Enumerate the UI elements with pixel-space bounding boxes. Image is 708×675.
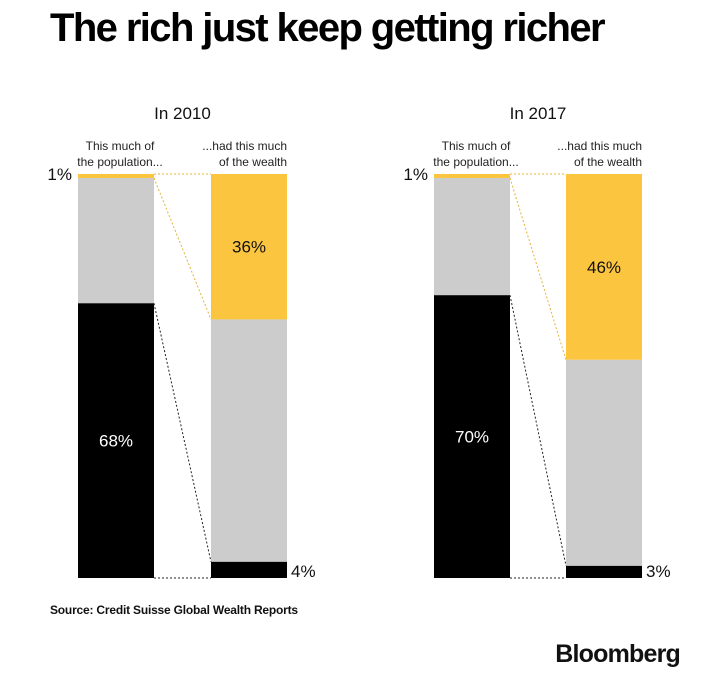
panel-1-population-header-line: This much of — [86, 139, 155, 153]
panel-1-top-population-label: 1% — [47, 165, 72, 184]
panel-1-wealth-top-segment — [211, 174, 287, 320]
panel-1-wealth-header-line: of the wealth — [219, 155, 287, 169]
panel-1-wealth-bottom-segment — [211, 561, 287, 578]
panel-2-population-header-line: the population... — [433, 155, 518, 169]
panel-2-population-middle-segment — [434, 178, 510, 296]
panel-1-population-middle-segment — [78, 178, 154, 304]
wealth-distribution-chart: In 2010 This much of the population... ...h… — [47, 104, 671, 581]
panel-2-population-bottom-segment — [434, 295, 510, 578]
panel-2-wealth-bottom-segment — [566, 565, 642, 578]
panel-1-wealth-header-line: ...had this much — [202, 139, 287, 153]
panel-1-bottom-connector-upper — [153, 303, 212, 562]
panel-2-wealth-header-line: of the wealth — [574, 155, 642, 169]
panel-1-population-top-segment — [78, 174, 154, 179]
panel-2-wealth-top-segment — [566, 174, 642, 360]
panel-2-wealth-header-line: ...had this much — [557, 139, 642, 153]
panel-2-year-title: In 2017 — [510, 104, 567, 123]
panel-1-year-title: In 2010 — [154, 104, 211, 123]
bloomberg-logo: Bloomberg — [555, 640, 681, 668]
panel-1-population-bottom-segment — [78, 303, 154, 578]
panel-2-population-top-segment — [434, 174, 510, 179]
panel-2-top-wealth-label: 46% — [587, 258, 621, 277]
panel-1-wealth-middle-segment — [211, 319, 287, 562]
source-note: Source: Credit Suisse Global Wealth Repo… — [50, 603, 298, 617]
panel-1-top-wealth-label: 36% — [232, 238, 266, 257]
panel-2-bottom-connector-upper — [509, 295, 567, 566]
panel-2-bottom-population-label: 70% — [455, 428, 489, 447]
panel-1-bottom-population-label: 68% — [99, 432, 133, 451]
panel-2-top-population-label: 1% — [403, 165, 428, 184]
chart-title: The rich just keep getting richer — [50, 6, 606, 50]
panel-1-population-header-line: the population... — [77, 155, 162, 169]
panel-2-top-connector-lower — [509, 177, 567, 360]
panel-2-population-header-line: This much of — [442, 139, 511, 153]
panel-2-wealth-middle-segment — [566, 359, 642, 566]
panel-1-bottom-wealth-label: 4% — [291, 562, 316, 581]
panel-2-bottom-wealth-label: 3% — [646, 562, 671, 581]
panel-1-top-connector-lower — [153, 177, 212, 320]
